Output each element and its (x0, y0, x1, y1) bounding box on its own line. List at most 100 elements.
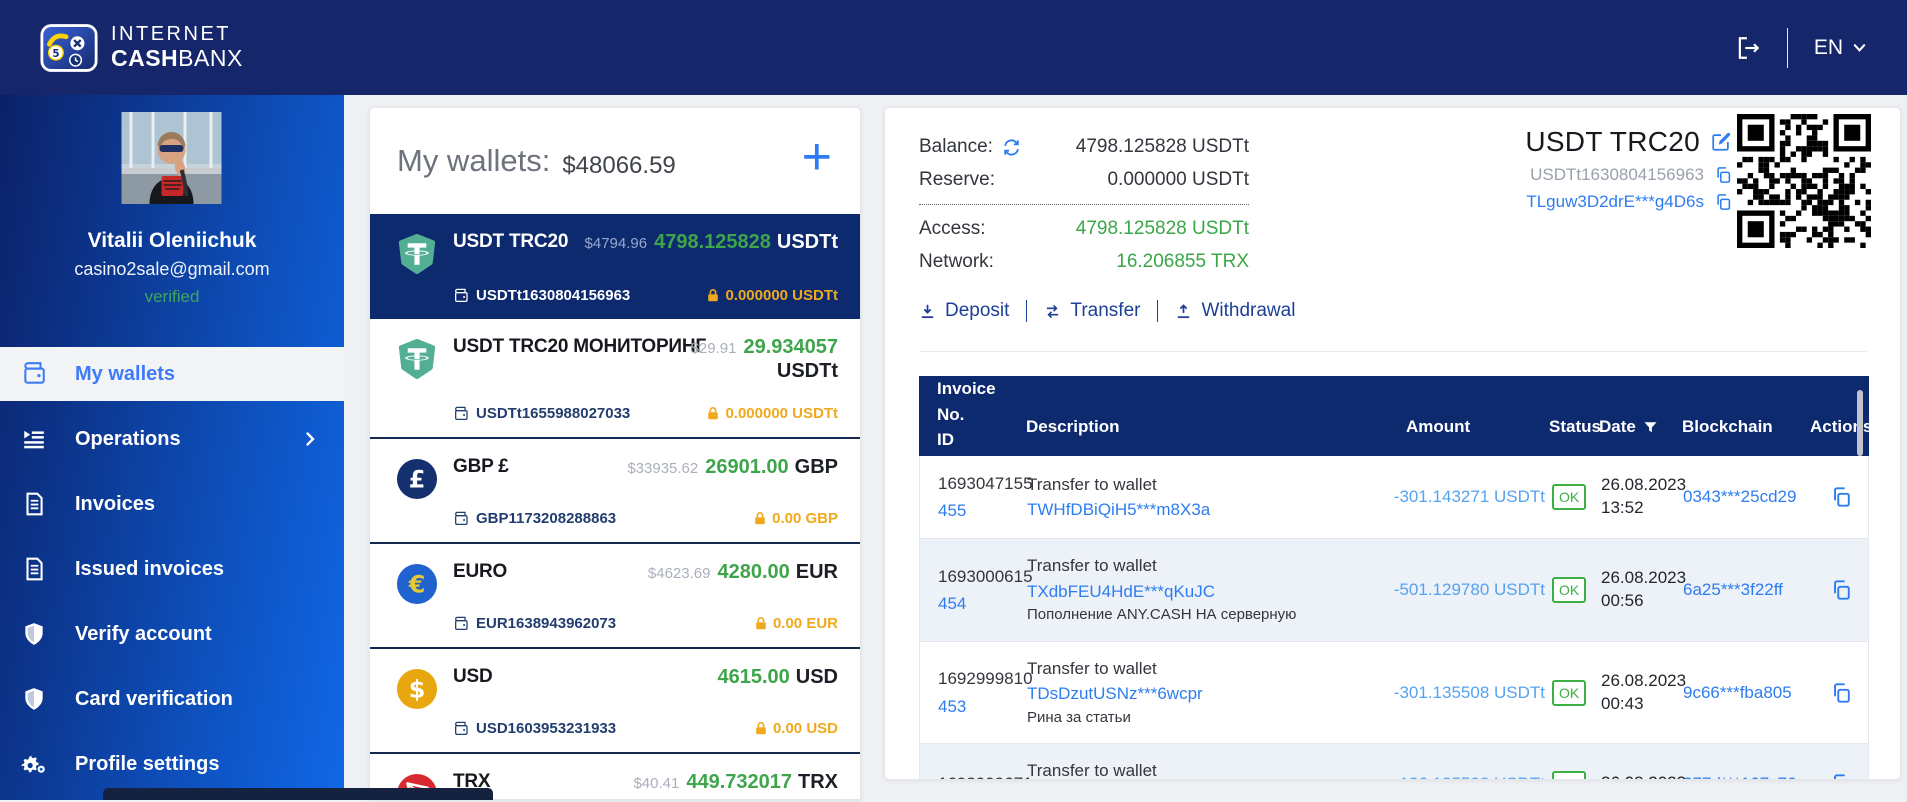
invoice-number: 1692999671 (938, 770, 1033, 779)
avatar[interactable] (120, 112, 223, 204)
menu-item-label: My wallets (75, 362, 176, 385)
payment-id-link[interactable]: 454 (938, 594, 967, 614)
wallet-action-link[interactable]: Transfer (1026, 300, 1140, 322)
chevron-right-icon (302, 431, 318, 447)
wallet-usd-value: $4794.96 (584, 235, 648, 252)
blockchain-hash-link[interactable]: 6a25***3f22ff (1683, 580, 1783, 600)
summary-value: 0.000000 USDTt (1107, 169, 1249, 190)
tx-date: 26.08.2023 (1601, 772, 1686, 779)
table-body: 1693047155 455 Transfer to wallet TWHfDB… (919, 456, 1869, 779)
copy-icon[interactable] (1830, 579, 1852, 601)
col-actions: Actions (1810, 417, 1873, 436)
action-icon (1044, 303, 1061, 320)
logout-icon[interactable] (1735, 35, 1761, 61)
sidebar-menu-item[interactable]: Profile settings (0, 737, 344, 791)
invoice-number: 1693000615 (938, 566, 1033, 586)
sidebar-menu-item[interactable]: Operations (0, 412, 344, 466)
wallet-address-link[interactable]: TLguw3D2drE***g4D6s (1526, 192, 1704, 211)
sidebar-menu-item[interactable]: Verify account (0, 607, 344, 661)
menu-item-icon (21, 426, 47, 452)
currency-icon: £ (396, 458, 438, 500)
wallet-icon (453, 616, 469, 632)
tx-date: 26.08.2023 (1601, 475, 1687, 495)
destination-wallet-link[interactable]: TXdbFEU4HdE***qKuJC (1027, 581, 1216, 601)
status-badge: OK (1552, 679, 1587, 706)
currency-icon: $ (396, 668, 438, 710)
transactions-table: Invoice No. ID payment Description Amoun… (919, 376, 1873, 779)
tx-time: 00:43 (1601, 693, 1644, 713)
section-divider (919, 351, 1867, 352)
table-row[interactable]: 1692999810 453 Transfer to wallet TDsDzu… (920, 641, 1868, 745)
destination-wallet-link[interactable]: TDsDzutUSNz***6wcpr (1027, 684, 1203, 704)
menu-item-label: Profile settings (75, 752, 220, 775)
wallet-action-link[interactable]: Withdrawal (1157, 300, 1295, 322)
copy-icon[interactable] (1830, 773, 1852, 779)
payment-id-link[interactable]: 453 (938, 696, 967, 716)
tx-time: 00:56 (1601, 591, 1644, 611)
language-selector[interactable]: EN (1814, 36, 1867, 60)
description-note: Рина за статьи (1027, 708, 1131, 726)
brand-text: INTERNET CASHBANX (111, 24, 243, 71)
description-text: Transfer to wallet (1027, 658, 1157, 678)
wallet-usd-value: $29.91 (690, 340, 737, 357)
brand-logo[interactable]: 5 INTERNET CASHBANX (40, 23, 243, 73)
copy-icon[interactable] (1830, 682, 1852, 704)
edit-icon[interactable] (1710, 131, 1732, 153)
table-row[interactable]: 1692999671 Transfer to wallet TTY7kgibX4… (920, 744, 1868, 779)
wallet-list-item[interactable]: USDT TRC20 USDTt1630804156963 $4794.96 47… (370, 214, 860, 319)
blockchain-hash-link[interactable]: 0343***25cd29 (1683, 487, 1797, 507)
status-badge: OK (1552, 770, 1587, 779)
qr-code (1737, 114, 1871, 248)
wallet-detail-id: USDTt1630804156963 (1530, 165, 1704, 184)
description-text: Transfer to wallet (1027, 556, 1157, 576)
language-label: EN (1813, 35, 1843, 59)
sidebar-menu-item[interactable]: Invoices (0, 477, 344, 531)
menu-item-label: Invoices (75, 492, 156, 515)
wallet-currency: GBP (794, 456, 838, 478)
blockchain-hash-link[interactable]: 377d***167c76 (1683, 774, 1811, 779)
destination-wallet-link[interactable]: TWHfDBiQiH5***m8X3a (1027, 500, 1211, 520)
sidebar-menu-item[interactable]: Card verification (0, 672, 344, 726)
payment-id-link[interactable]: 455 (938, 501, 967, 521)
col-blockchain: Blockchain (1682, 417, 1773, 436)
description-text: Transfer to wallet (1027, 474, 1157, 494)
summary-row: Network: 16.206855 TRX (919, 251, 1249, 273)
copy-icon[interactable] (1714, 193, 1732, 211)
wallet-id-text: USDTt1630804156963 (476, 287, 631, 304)
refresh-icon[interactable] (1002, 138, 1021, 157)
filter-icon[interactable] (1643, 420, 1658, 435)
wallet-list-item[interactable]: USDT TRC20 МОНИТОРИНГ USDTt1655988027033… (370, 319, 860, 437)
link-preview-bar (103, 788, 493, 800)
wallet-icon (453, 511, 469, 527)
wallet-locked-amount: 0.00 EUR (754, 615, 838, 632)
add-wallet-button[interactable]: + (801, 128, 832, 186)
svg-text:€: € (408, 571, 426, 599)
wallet-action-link[interactable]: Deposit (919, 300, 1009, 322)
summary-label: Reserve: (919, 169, 996, 190)
copy-icon[interactable] (1830, 486, 1852, 508)
menu-item-icon (21, 491, 47, 517)
summary-row: Access: 4798.125828 USDTt (919, 218, 1249, 240)
sidebar-menu-item[interactable]: Issued invoices (0, 542, 344, 596)
table-row[interactable]: 1693000615 454 Transfer to wallet TXdbFE… (920, 539, 1868, 642)
currency-icon (396, 233, 438, 275)
wallet-id-text: USDTt1655988027033 (476, 405, 631, 422)
col-amount: Amount (1406, 417, 1471, 436)
copy-icon[interactable] (1714, 166, 1732, 184)
blockchain-hash-link[interactable]: 9c66***fba805 (1683, 682, 1792, 702)
table-scrollbar-thumb[interactable] (1857, 390, 1863, 456)
svg-text:£: £ (409, 466, 426, 494)
wallet-list-item[interactable]: € EURO EUR1638943962073 $4623.69 4280.00 E… (370, 542, 860, 647)
menu-item-label: Operations (75, 427, 181, 450)
summary-value: 16.206855 TRX (1116, 251, 1249, 272)
wallet-list-item[interactable]: £ GBP £ GBP1173208288863 $33935.62 26901.… (370, 437, 860, 542)
wallet-amount: 4615.00 (717, 666, 790, 688)
sidebar-menu-item[interactable]: My wallets (0, 347, 344, 401)
action-icon (1175, 303, 1192, 320)
table-row[interactable]: 1693047155 455 Transfer to wallet TWHfDB… (920, 456, 1868, 540)
avatar-photo (121, 112, 222, 204)
col-date: Date (1596, 417, 1682, 437)
wallet-list-item[interactable]: $ USD USD1603953231933 4615.00 USD (370, 647, 860, 752)
wallet-amount: 449.732017 (686, 771, 792, 793)
wallets-title: My wallets: (397, 143, 551, 178)
